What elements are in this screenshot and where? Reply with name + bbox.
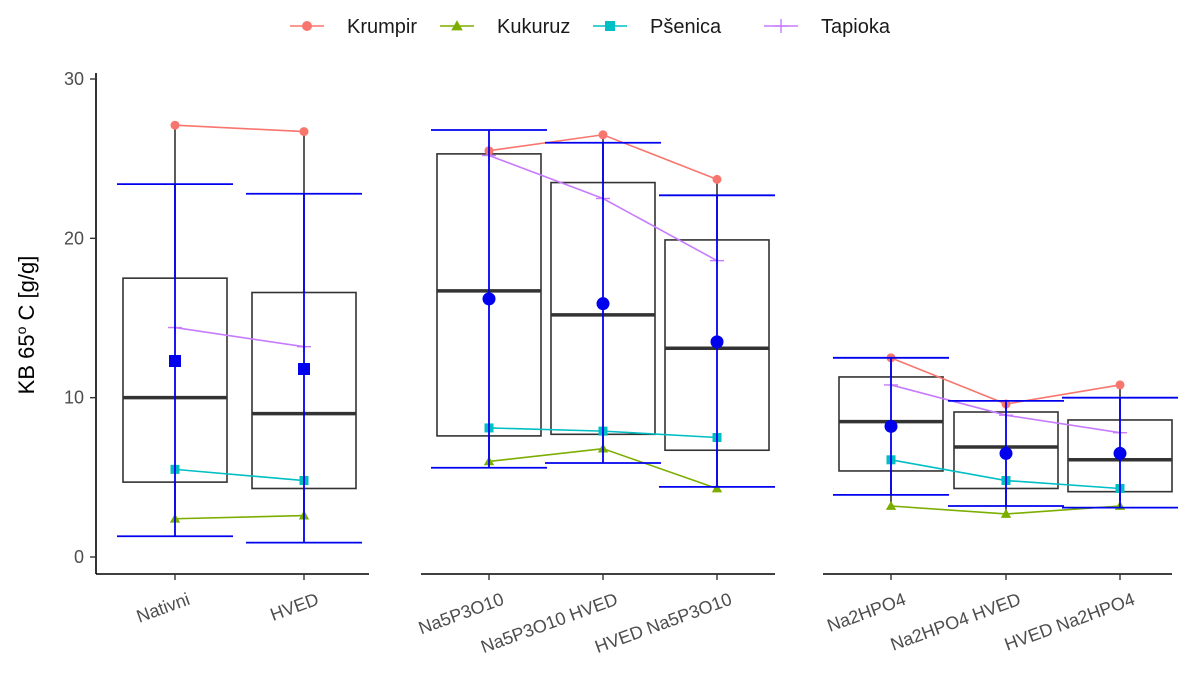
x-tick-label: Nativni <box>134 589 193 627</box>
y-tick-label: 10 <box>64 388 84 408</box>
series-krumpir <box>484 130 722 184</box>
series-line <box>174 468 305 482</box>
x-tick-label: Na5P3O10 <box>416 589 507 638</box>
x-tick-label: Na2HPO4 <box>824 589 908 636</box>
y-axis-title: KB 65o C [g/g] <box>13 256 39 395</box>
series-krumpir <box>170 120 309 137</box>
legend-marker <box>302 21 312 31</box>
series-point <box>712 174 722 184</box>
x-tick-label: Na2HPO4 HVED <box>888 589 1024 655</box>
y-axis: 0 10 20 30 <box>64 69 97 574</box>
mean-marker <box>482 292 496 306</box>
x-tick-label: HVED <box>268 589 322 625</box>
y-axis-title-main: KB 65 <box>14 334 39 394</box>
mean-marker <box>999 446 1013 460</box>
series-point <box>711 483 723 493</box>
mean-marker <box>298 362 310 375</box>
mean-marker <box>169 355 181 368</box>
x-tick-label: HVED Na2HPO4 <box>1002 589 1138 655</box>
legend-marker <box>451 20 463 31</box>
legend-item-0: Krumpir <box>290 16 417 38</box>
mean-marker <box>1113 446 1127 460</box>
legend-label: Krumpir <box>347 16 417 38</box>
y-axis-title-rest: C [g/g] <box>14 256 39 327</box>
series-point <box>170 120 180 130</box>
mean-marker <box>710 335 724 349</box>
legend-label: Kukuruz <box>497 16 570 38</box>
series-point <box>885 500 897 510</box>
series-point <box>1000 508 1012 518</box>
y-tick-label: 0 <box>74 547 84 567</box>
legend-item-3: Tapioka <box>764 16 891 38</box>
legend-label: Pšenica <box>650 16 722 38</box>
panel-1: Nativni HVED <box>96 120 369 627</box>
legend-label: Tapioka <box>821 16 891 38</box>
y-tick-label: 30 <box>64 69 84 89</box>
y-tick-label: 20 <box>64 228 84 248</box>
series-tapioka <box>168 320 311 354</box>
mean-marker <box>596 297 610 311</box>
series-point <box>598 130 608 140</box>
legend-item-2: Pšenica <box>593 16 722 38</box>
legend: Krumpir Kukuruz Pšenica Tapioka <box>290 16 891 38</box>
mean-marker <box>884 419 898 433</box>
series-line <box>174 514 305 520</box>
series-kukuruz <box>169 510 310 523</box>
series-point <box>1115 380 1125 390</box>
legend-item-1: Kukuruz <box>440 16 570 38</box>
series-point <box>299 127 309 137</box>
series-line <box>174 124 305 133</box>
legend-marker <box>605 21 615 31</box>
series-line <box>174 326 305 348</box>
legend-marker <box>774 19 788 33</box>
y-axis-title-sup: o <box>13 326 29 334</box>
